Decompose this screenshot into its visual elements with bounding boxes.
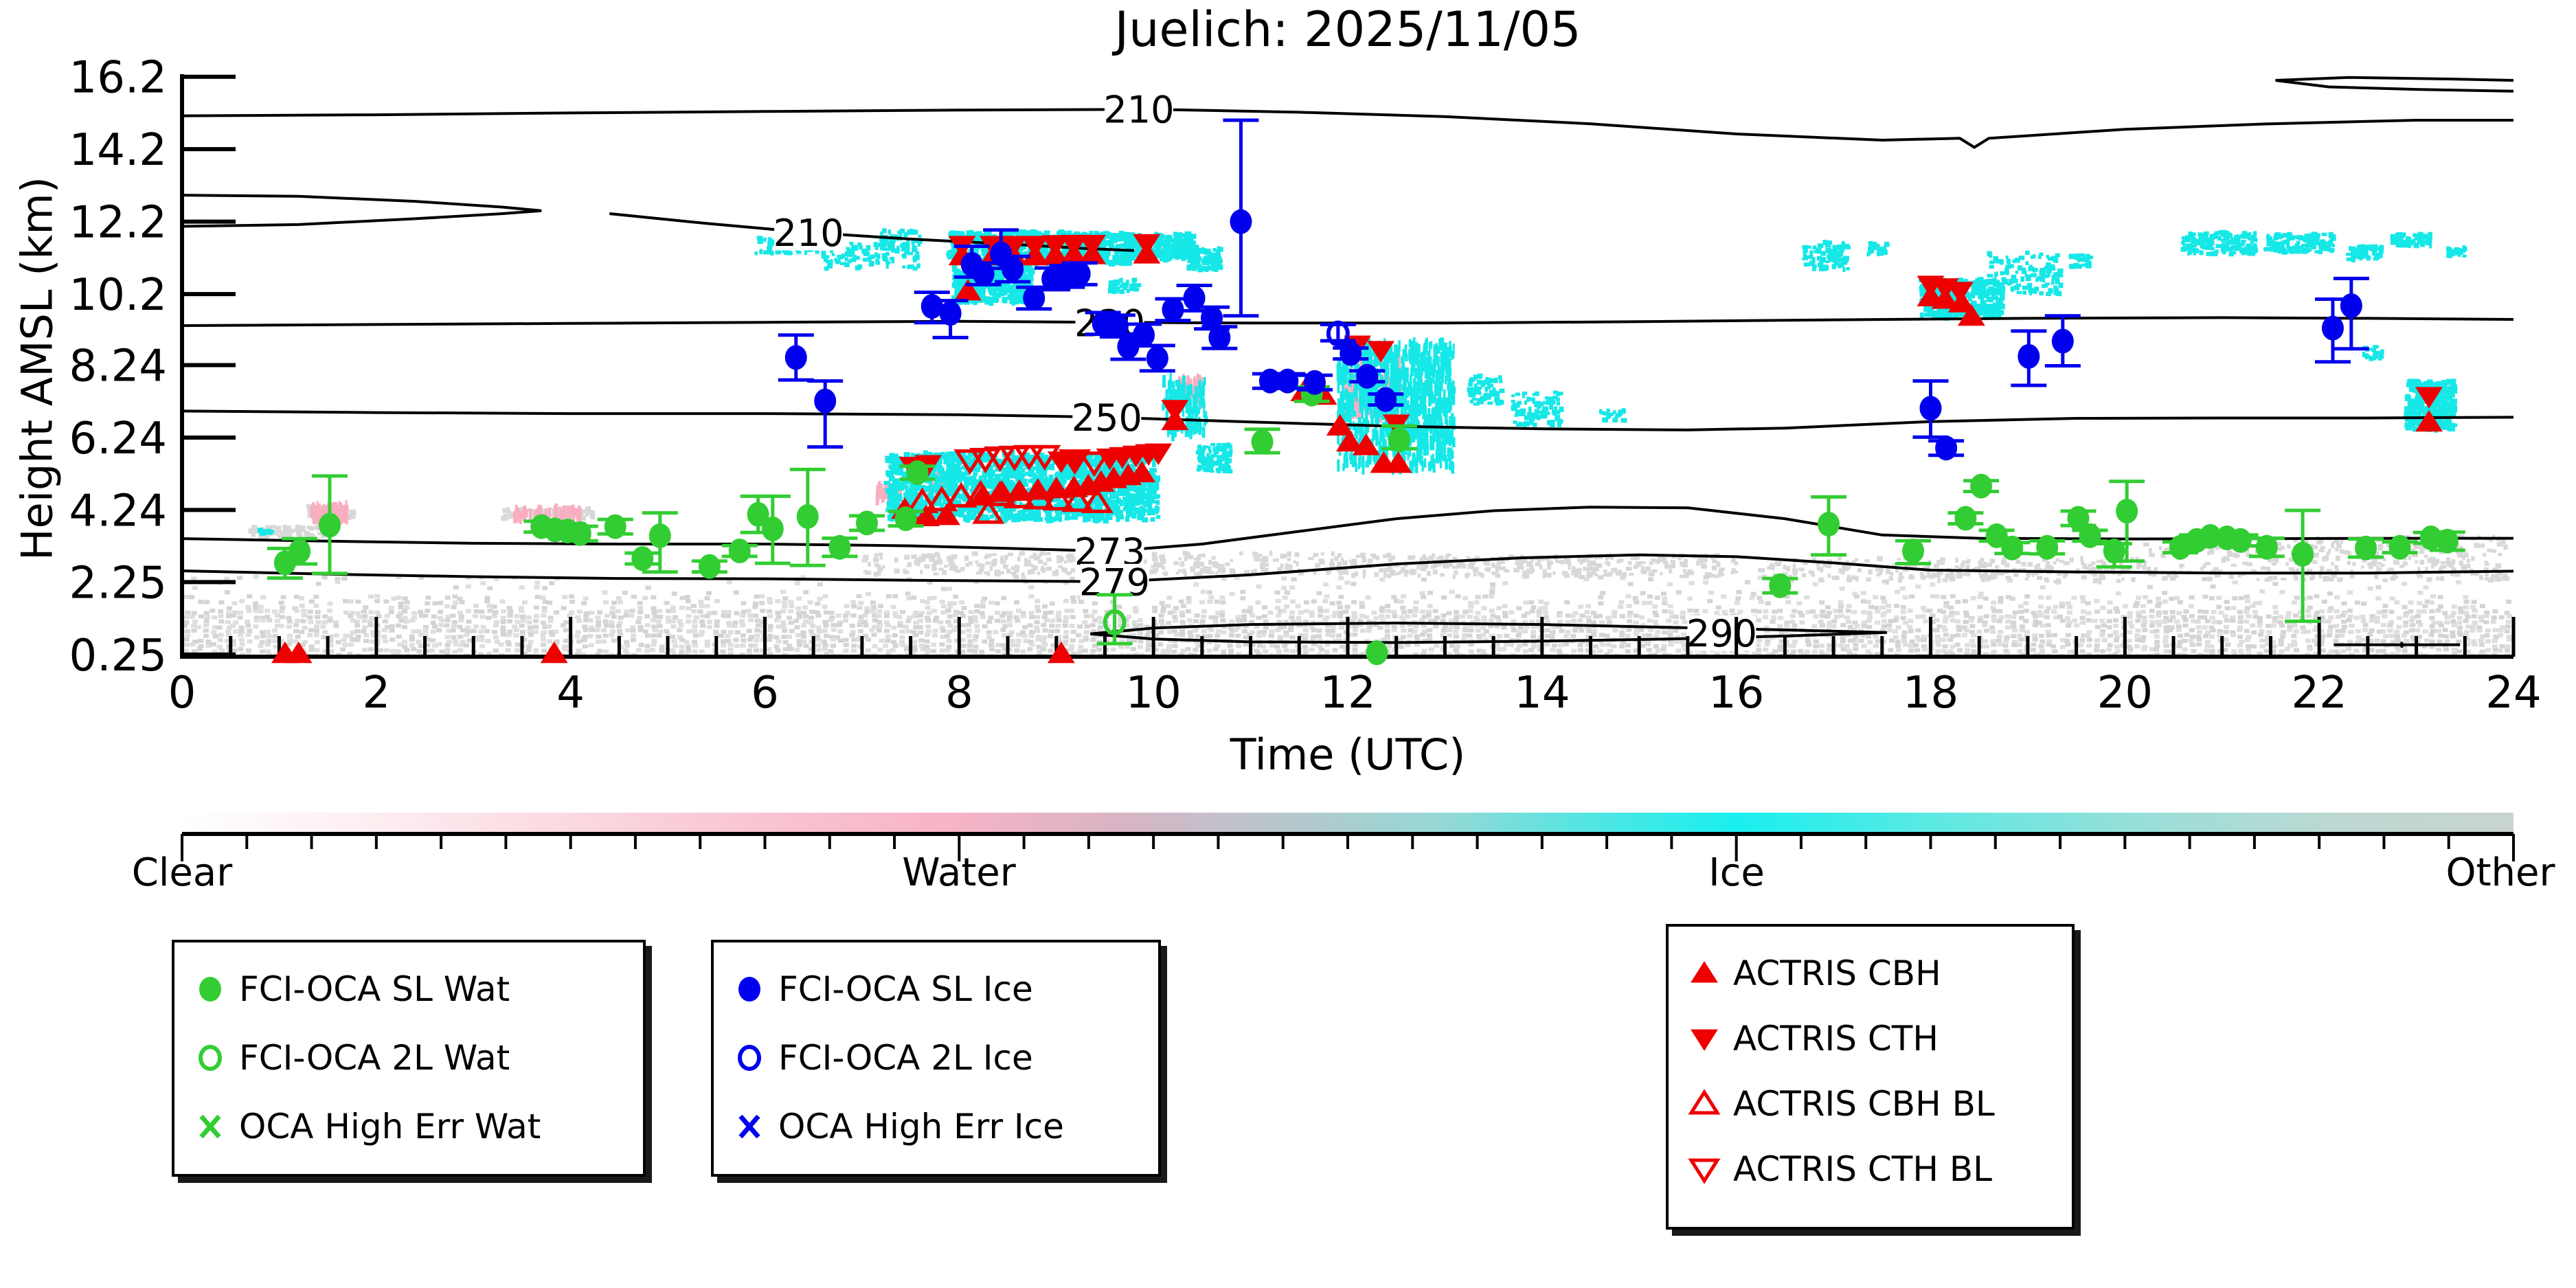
legend-item-actris-cth-bl: ACTRIS CTH BL [1669, 1136, 2072, 1201]
filled-triangle-down-icon [1686, 1021, 1722, 1057]
legend-item-actris-cbh-bl: ACTRIS CBH BL [1669, 1071, 2072, 1136]
colorbar-label-other: Other [2445, 850, 2555, 895]
legend-item-oca-high-err-wat: OCA High Err Wat [174, 1092, 643, 1161]
colorbar-label-water: Water [902, 850, 1016, 895]
open-circle-icon [192, 1040, 228, 1076]
legend-box-actris: ACTRIS CBH ACTRIS CTH ACTRIS CBH BL ACTR… [1666, 924, 2075, 1230]
series-fci-2l-ice [1320, 320, 1356, 347]
legend-item-actris-cbh: ACTRIS CBH [1669, 940, 2072, 1006]
series-fci-sl-wat [267, 381, 2465, 666]
legend-item-fci-oca-2l-ice: FCI-OCA 2L Ice [714, 1024, 1158, 1092]
x-marker-icon [192, 1109, 228, 1144]
open-circle-icon [732, 1040, 767, 1076]
x-marker-icon [732, 1109, 767, 1144]
x-axis-label: Time (UTC) [1230, 730, 1466, 780]
series-actris-cbh [271, 242, 2443, 664]
filled-triangle-up-icon [1686, 956, 1722, 991]
legend-item-fci-oca-2l-wat: FCI-OCA 2L Wat [174, 1024, 643, 1092]
legend-label: ACTRIS CBH BL [1733, 1083, 1995, 1124]
colorbar-label-ice: Ice [1708, 850, 1765, 895]
filled-circle-icon [192, 971, 228, 1007]
legend-item-oca-high-err-ice: OCA High Err Ice [714, 1092, 1158, 1161]
legend-label: FCI-OCA SL Wat [239, 969, 510, 1009]
legend-label: ACTRIS CTH BL [1733, 1149, 1993, 1189]
legend-label: OCA High Err Wat [239, 1107, 541, 1146]
filled-circle-icon [732, 971, 767, 1007]
axes: 0 2 4 6 8 10 12 14 16 18 20 22 2416.214.212.210.28.2… [69, 53, 2542, 719]
series-fci-2l-wat [1096, 593, 1133, 646]
legend-label: ACTRIS CTH [1733, 1018, 1939, 1059]
legend-label: FCI-OCA 2L Ice [778, 1038, 1033, 1078]
legend-box-water: FCI-OCA SL Wat FCI-OCA 2L Wat OCA High E… [172, 940, 646, 1177]
legend-label: OCA High Err Ice [778, 1107, 1064, 1146]
legend-box-ice: FCI-OCA SL Ice FCI-OCA 2L Ice OCA High E… [711, 940, 1161, 1177]
temperature-contours: 210210230250273279290 [182, 76, 2513, 655]
colorbar-label-clear: Clear [131, 850, 233, 895]
legend-label: ACTRIS CBH [1733, 953, 1941, 993]
colorbar [181, 813, 2515, 861]
legend-label: FCI-OCA SL Ice [778, 969, 1033, 1009]
legend-item-actris-cth: ACTRIS CTH [1669, 1006, 2072, 1071]
page-title: Juelich: 2025/11/05 [1114, 1, 1581, 58]
legend-item-fci-oca-sl-ice: FCI-OCA SL Ice [714, 955, 1158, 1024]
legend-label: FCI-OCA 2L Wat [239, 1038, 510, 1078]
open-triangle-down-icon [1686, 1151, 1722, 1187]
legend-item-fci-oca-sl-wat: FCI-OCA SL Wat [174, 955, 643, 1024]
series-fci-sl-ice [778, 118, 2369, 461]
open-triangle-up-icon [1686, 1086, 1722, 1122]
